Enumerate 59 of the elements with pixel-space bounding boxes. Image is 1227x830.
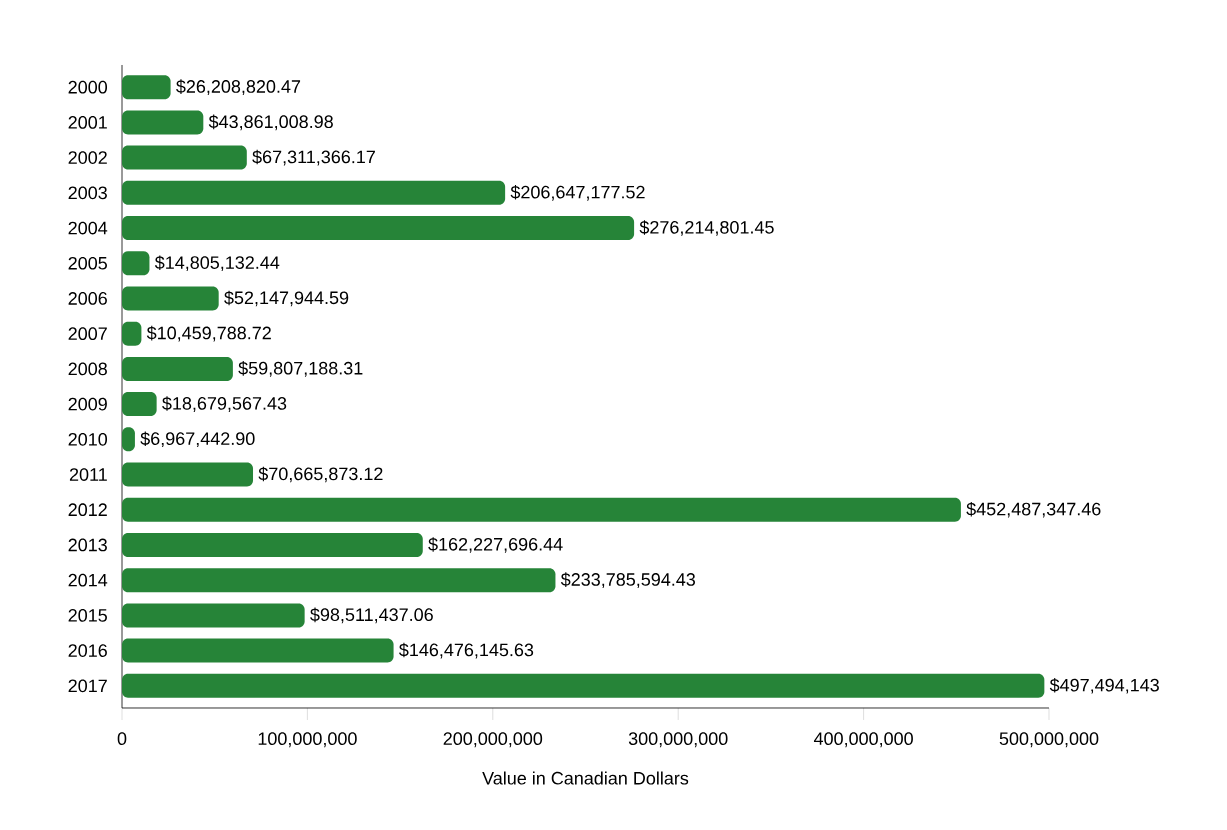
data-label: $452,487,347.46 — [966, 501, 1101, 518]
bar — [122, 75, 171, 100]
y-tick-label: 2004 — [68, 221, 108, 235]
data-label: $52,147,944.59 — [224, 290, 349, 307]
data-label: $10,459,788.72 — [146, 325, 271, 342]
y-tick-label: 2014 — [68, 573, 108, 587]
y-tick-label: 2005 — [68, 256, 107, 270]
x-tick-label: 0 — [117, 732, 127, 745]
bar — [122, 286, 219, 311]
data-label: $233,785,594.43 — [560, 572, 696, 588]
y-tick-label: 2002 — [68, 151, 107, 164]
data-label: $497,494,143 — [1049, 678, 1159, 694]
x-tick-label: 300,000,000 — [628, 732, 728, 748]
bar — [122, 356, 233, 381]
y-tick-label: 2012 — [68, 503, 107, 517]
x-tick-label: 100,000,000 — [258, 732, 357, 748]
data-label: $43,861,008.98 — [208, 114, 333, 131]
data-label: $18,679,567.43 — [162, 396, 287, 412]
y-tick-label: 2006 — [68, 292, 107, 305]
y-tick-label: 2003 — [68, 186, 107, 200]
bar — [122, 497, 961, 522]
y-tick-label: 2016 — [68, 644, 107, 657]
y-tick-label: 2009 — [68, 397, 107, 411]
bar — [122, 532, 423, 557]
y-tick-label: 2013 — [68, 538, 107, 552]
bar — [122, 568, 556, 593]
y-tick-label: 2010 — [68, 432, 108, 446]
x-axis-title: Value in Canadian Dollars — [482, 771, 689, 785]
bar — [122, 216, 635, 241]
data-label: $146,476,145.63 — [399, 642, 534, 659]
bar — [122, 110, 204, 135]
x-tick-label: 500,000,000 — [999, 732, 1099, 748]
data-label: $59,807,188.31 — [238, 361, 363, 377]
data-label: $6,967,442.90 — [140, 431, 255, 448]
bar — [122, 251, 150, 276]
data-label: $276,214,801.45 — [639, 220, 774, 236]
data-label: $162,227,696.44 — [428, 537, 563, 553]
bar — [122, 392, 157, 417]
bar — [122, 638, 394, 663]
y-tick-label: 2008 — [68, 362, 107, 376]
data-label: $67,311,366.17 — [252, 149, 375, 166]
bar — [122, 145, 247, 170]
data-label: $14,805,132.44 — [154, 255, 280, 272]
data-label: $70,665,873.12 — [258, 466, 383, 483]
data-label: $98,511,437.06 — [310, 607, 433, 624]
bar — [122, 673, 1045, 698]
y-tick-label: 2000 — [68, 80, 108, 94]
bar — [122, 603, 305, 628]
x-tick-label: 400,000,000 — [813, 732, 913, 748]
y-tick-label: 2017 — [68, 679, 107, 693]
y-tick-label: 2011 — [69, 468, 107, 481]
data-label: $206,647,177.52 — [510, 185, 645, 201]
bar — [122, 180, 506, 205]
y-tick-label: 2001 — [68, 116, 107, 129]
x-tick-label: 200,000,000 — [443, 732, 543, 748]
y-tick-label: 2015 — [68, 609, 107, 622]
data-label: $26,208,820.47 — [176, 79, 301, 95]
y-tick-label: 2007 — [68, 327, 107, 341]
bar — [122, 462, 254, 487]
